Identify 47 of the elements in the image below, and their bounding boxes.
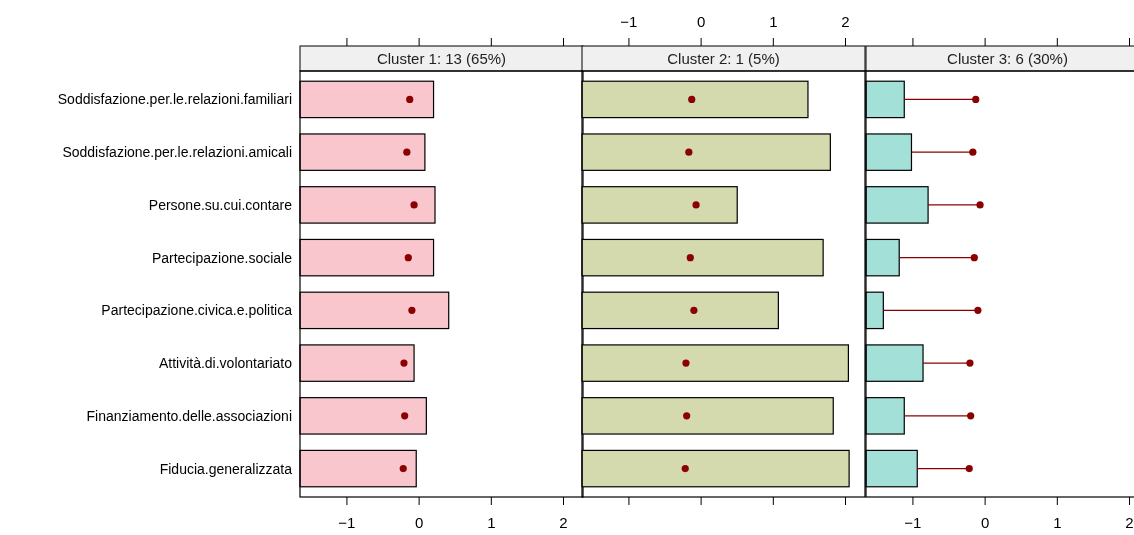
y-tick-label: Soddisfazione.per.le.relazioni.familiari (57, 91, 292, 108)
point (976, 201, 984, 209)
chart-title: Cluster 2: 1 (5%) (667, 50, 780, 67)
x2-tick-label: −1 (620, 13, 638, 30)
y-tick-label: Partecipazione.sociale (151, 249, 293, 266)
point (692, 201, 700, 209)
y-tick-label: Attività.di.volontariato (158, 355, 293, 372)
point (683, 412, 691, 420)
point (688, 95, 696, 104)
point (410, 201, 418, 209)
point (399, 464, 407, 473)
x2-tick-label: 2 (841, 13, 850, 30)
point (408, 306, 416, 314)
point (403, 148, 411, 156)
point (972, 95, 980, 104)
y-tick-label: Partecipazione.civica.e.politica (101, 302, 293, 319)
point (685, 148, 693, 156)
x-tick-label: 0 (414, 514, 424, 531)
point (965, 464, 973, 473)
x-tick-label: 1 (487, 514, 496, 531)
y-tick-label: Finanziamento.delle.associazioni (86, 407, 292, 424)
x-tick-label: 2 (1125, 514, 1134, 531)
point (686, 254, 694, 262)
x-tick-label: −1 (904, 514, 922, 531)
point (404, 254, 412, 262)
chart-title: Cluster 3: 6 (30%) (947, 50, 1068, 67)
point (974, 306, 982, 314)
point (681, 464, 689, 473)
x2-tick-label: 1 (769, 13, 778, 30)
y-tick-label: Fiducia.generalizzata (159, 460, 293, 477)
point (401, 412, 409, 420)
y-tick-label: Soddisfazione.per.le.relazioni.amicali (62, 144, 292, 161)
y-tick-label: Persone.su.cui.contare (148, 196, 293, 213)
point (970, 254, 978, 262)
x-tick-label: 2 (559, 514, 568, 531)
point (406, 95, 414, 104)
x-tick-label: −1 (338, 514, 356, 531)
x2-tick-label: 0 (696, 13, 706, 30)
x-tick-label: 1 (1053, 514, 1062, 531)
point (400, 359, 408, 367)
point (966, 359, 974, 367)
point (967, 412, 975, 420)
point (690, 306, 698, 314)
point (682, 359, 690, 367)
x-tick-label: 0 (980, 514, 990, 531)
chart-title: Cluster 1: 13 (65%) (376, 50, 507, 67)
point (969, 148, 977, 156)
